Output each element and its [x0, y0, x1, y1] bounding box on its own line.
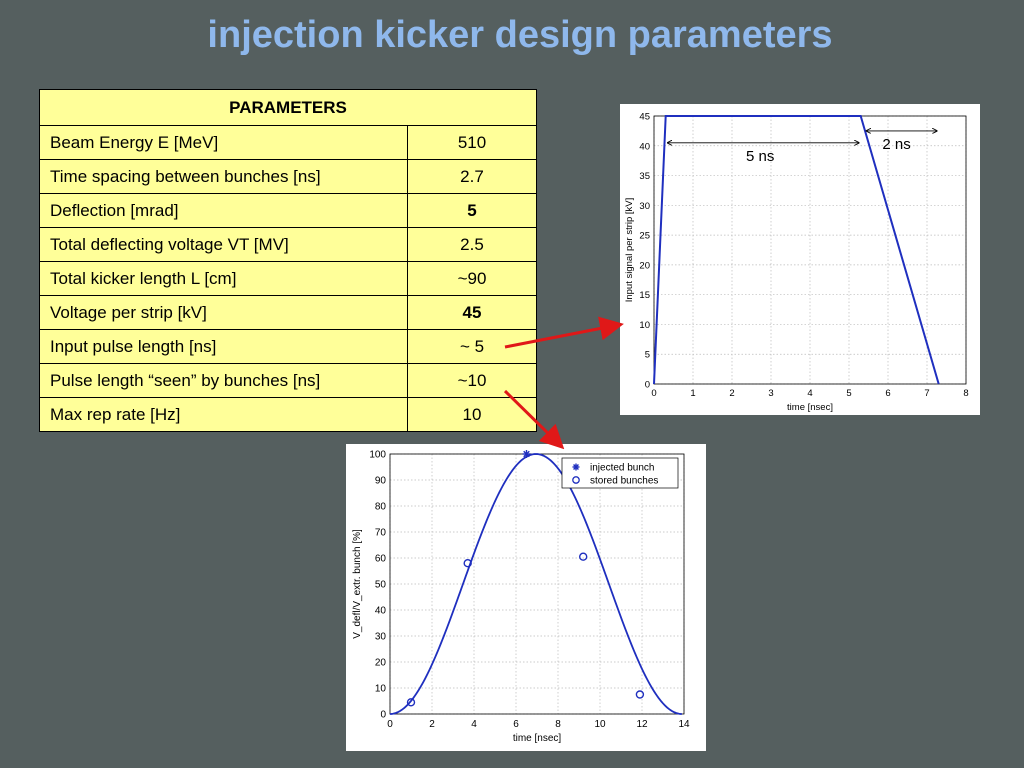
legend-label-stored: stored bunches — [590, 476, 658, 487]
y-tick-label: 30 — [375, 632, 387, 643]
table-row: Total deflecting voltage VT [MV] 2.5 — [39, 227, 537, 262]
y-tick-label: 5 — [645, 350, 650, 361]
stored-bunch-marker — [635, 690, 645, 699]
legend-label-injected: injected bunch — [590, 463, 655, 474]
deflection-ratio-chart-svg: 0 2 4 6 8 10 12 14 0 10 20 30 40 50 60 70 80 90 100 time [n… — [352, 450, 690, 745]
injected-bunch-marker — [522, 450, 531, 458]
parameter-label: Total kicker length L [cm] — [39, 261, 408, 296]
x-tick-label: 6 — [513, 719, 519, 730]
x-tick-label: 10 — [594, 719, 606, 730]
slide-title: injection kicker design parameters — [207, 14, 833, 56]
input-signal-chart: 0 1 2 3 4 5 6 7 8 0 5 10 15 20 25 30 35 40 45 time [nsec] In… — [620, 104, 980, 415]
y-tick-label: 0 — [645, 380, 650, 391]
pulse-line — [653, 115, 940, 385]
annotation-2ns: 2 ns — [882, 136, 910, 153]
x-tick-label: 7 — [924, 388, 929, 399]
y-tick-label: 15 — [639, 290, 650, 301]
table-row: Beam Energy E [MeV] 510 — [39, 125, 537, 160]
stored-bunch-marker — [463, 558, 472, 568]
legend-star-marker — [572, 463, 580, 471]
stored-bunch-marker — [578, 552, 588, 561]
parameter-label: Input pulse length [ns] — [39, 329, 408, 364]
table-header: PARAMETERS — [39, 89, 537, 126]
table-header-row: PARAMETERS — [39, 89, 537, 126]
parameter-label: Deflection [mrad] — [39, 193, 408, 228]
y-tick-label: 70 — [375, 528, 387, 539]
x-tick-label: 14 — [678, 719, 690, 730]
x-tick-label: 5 — [846, 388, 851, 399]
y-tick-label: 10 — [639, 320, 650, 331]
parameter-value: ~10 — [407, 363, 537, 398]
table-row: Input pulse length [ns] ~ 5 — [39, 329, 537, 364]
star-stroke — [523, 450, 530, 458]
table-row: Time spacing between bunches [ns] 2.7 — [39, 159, 537, 194]
y-tick-label: 100 — [369, 450, 386, 461]
annotation-5ns: 5 ns — [746, 148, 774, 165]
parameter-label: Time spacing between bunches [ns] — [39, 159, 408, 194]
x-tick-label: 6 — [885, 388, 890, 399]
table-row: Max rep rate [Hz] 10 — [39, 397, 537, 432]
parameter-value: 510 — [407, 125, 537, 160]
table-row: Total kicker length L [cm] ~90 — [39, 261, 537, 296]
y-tick-label: 30 — [639, 201, 650, 212]
y-tick-label: 90 — [375, 476, 387, 487]
x-tick-label: 0 — [651, 388, 656, 399]
y-tick-label: 80 — [375, 502, 387, 513]
x-tick-label: 0 — [387, 719, 393, 730]
x-tick-label: 1 — [690, 388, 695, 399]
parameter-value: 5 — [407, 193, 537, 228]
y-tick-label: 35 — [639, 171, 650, 182]
y-tick-label: 0 — [380, 710, 386, 721]
table-row: Deflection [mrad] 5 — [39, 193, 537, 228]
parameters-table: PARAMETERS Beam Energy E [MeV] 510 Time sp… — [39, 89, 537, 432]
parameter-value: ~ 5 — [407, 329, 537, 364]
parameter-label: Total deflecting voltage VT [MV] — [39, 227, 408, 262]
y-tick-label: 20 — [375, 658, 387, 669]
x-tick-label: 4 — [807, 388, 812, 399]
y-tick-label: 25 — [639, 231, 650, 242]
x-tick-label: 2 — [729, 388, 734, 399]
parameter-value: ~90 — [407, 261, 537, 296]
parameter-label: Voltage per strip [kV] — [39, 295, 408, 330]
parameter-label: Max rep rate [Hz] — [39, 397, 408, 432]
y-tick-label: 20 — [639, 260, 650, 271]
parameter-value: 2.7 — [407, 159, 537, 194]
x-tick-label: 8 — [555, 719, 561, 730]
parameter-label: Pulse length “seen” by bunches [ns] — [39, 363, 408, 398]
deflection-ratio-chart: 0 2 4 6 8 10 12 14 0 10 20 30 40 50 60 70 80 90 100 time [n… — [346, 444, 706, 751]
table-row: Voltage per strip [kV] 45 — [39, 295, 537, 330]
x-tick-label: 12 — [636, 719, 648, 730]
parameter-value: 10 — [407, 397, 537, 432]
x-axis-label: time [nsec] — [787, 402, 833, 413]
y-axis-label: Input signal per strip [kV] — [624, 198, 635, 303]
legend-circle-marker — [572, 476, 580, 484]
star-stroke — [573, 464, 579, 470]
stored-bunch-marker — [406, 698, 416, 707]
y-tick-label: 40 — [375, 606, 387, 617]
x-axis-label: time [nsec] — [513, 733, 562, 744]
y-tick-label: 50 — [375, 580, 387, 591]
x-tick-label: 4 — [471, 719, 477, 730]
x-tick-label: 2 — [429, 719, 435, 730]
parameter-value: 45 — [407, 295, 537, 330]
deflection-curve — [389, 453, 682, 715]
y-tick-label: 10 — [375, 684, 387, 695]
x-tick-label: 8 — [963, 388, 968, 399]
y-tick-label: 60 — [375, 554, 387, 565]
x-tick-label: 3 — [768, 388, 773, 399]
parameter-value: 2.5 — [407, 227, 537, 262]
legend-box — [561, 457, 679, 489]
parameter-label: Beam Energy E [MeV] — [39, 125, 408, 160]
y-tick-label: 45 — [639, 112, 650, 123]
y-tick-label: 40 — [639, 141, 650, 152]
y-axis-label: V_defl/V_extr. bunch [%] — [352, 529, 363, 639]
table-row: Pulse length “seen” by bunches [ns] ~10 — [39, 363, 537, 398]
